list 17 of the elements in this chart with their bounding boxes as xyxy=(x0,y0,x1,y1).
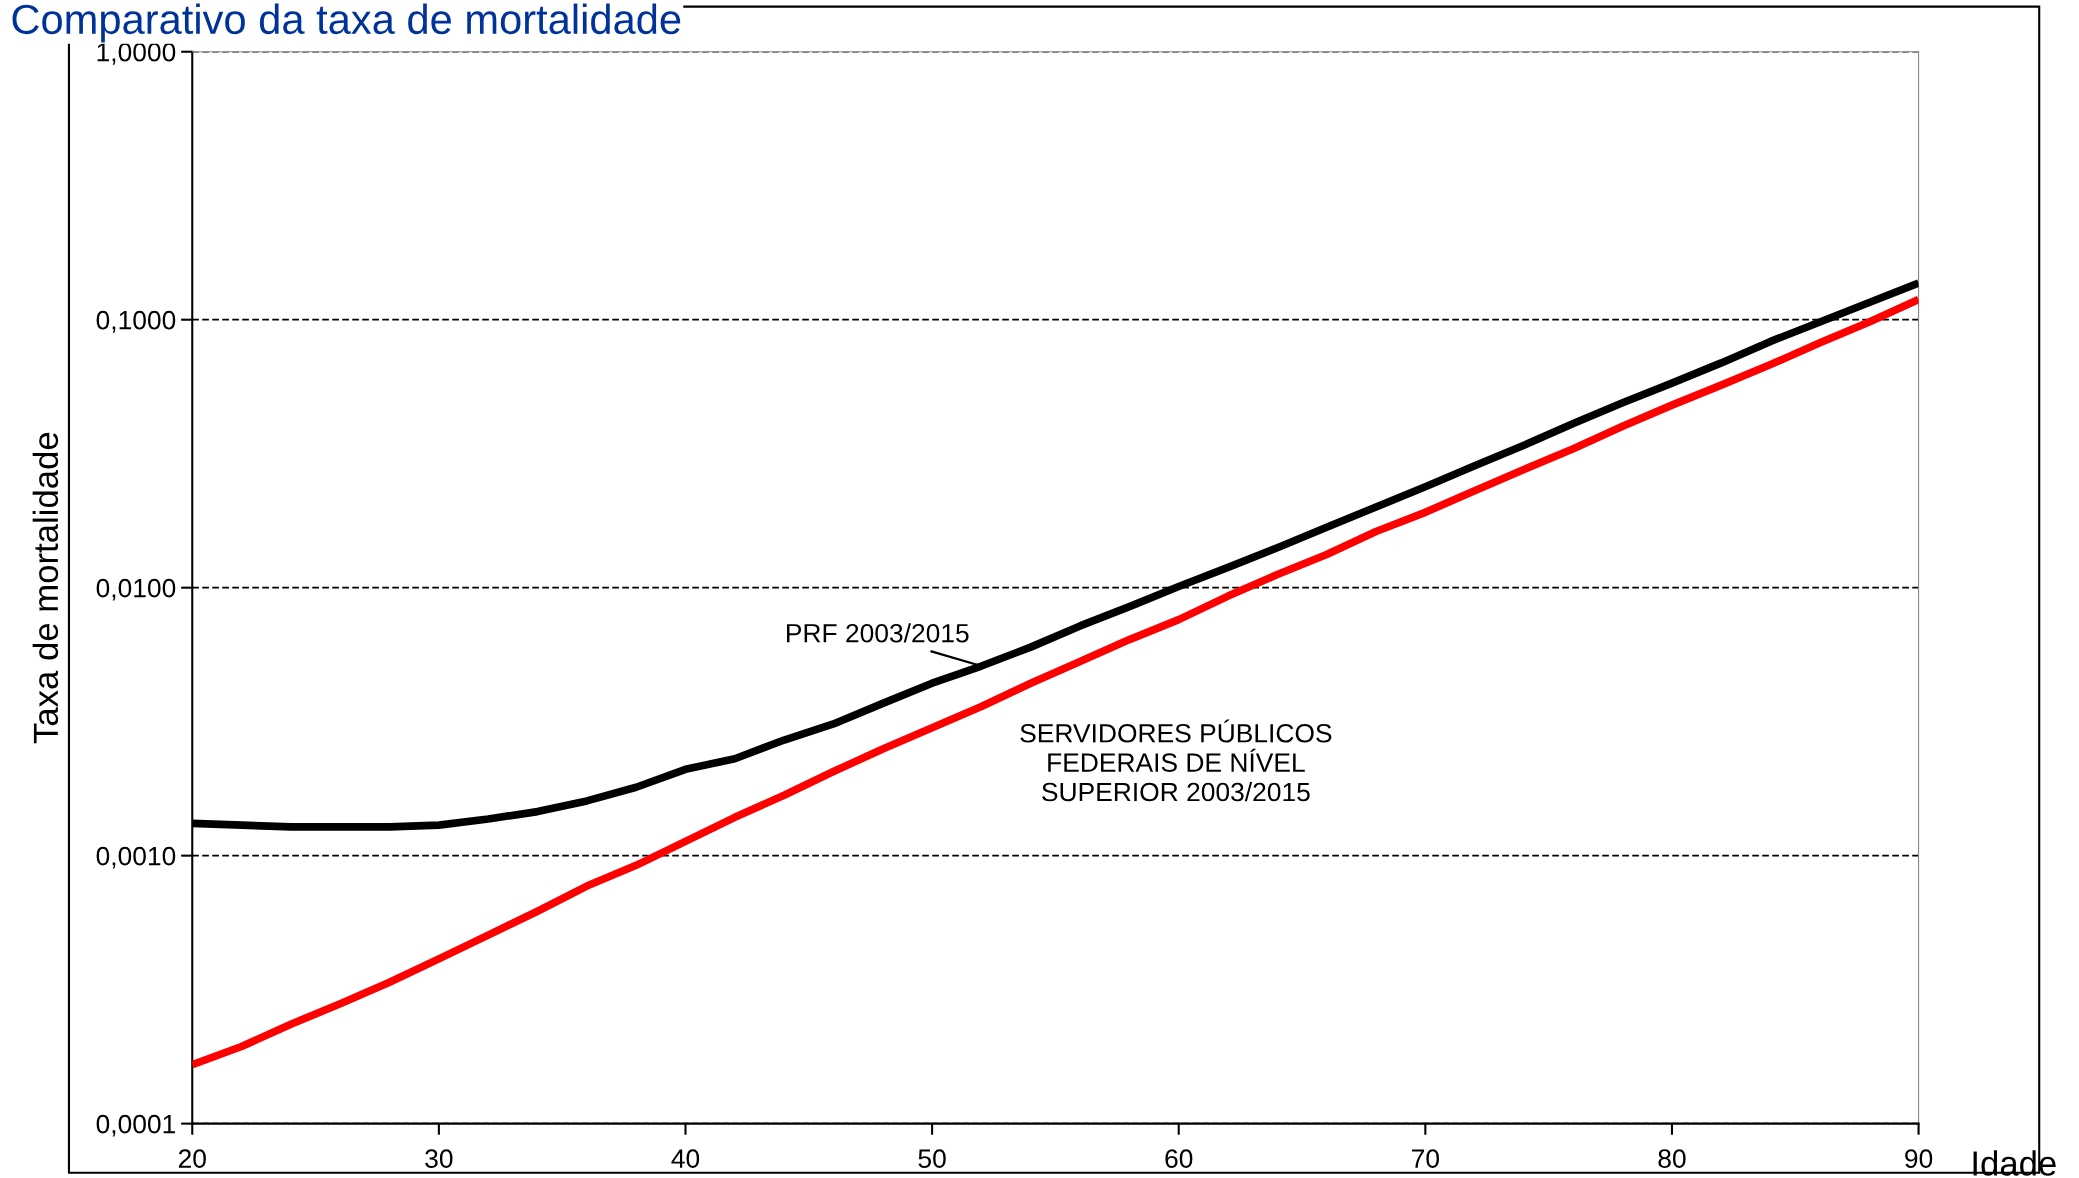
y-tick-label: 0,0100 xyxy=(96,578,176,601)
series-label: PRF 2003/2015 xyxy=(787,623,969,643)
y-tick-label: 1,0000 xyxy=(97,42,176,65)
x-tick-label: 30 xyxy=(425,1149,453,1168)
chart-title: Comparativo da taxa de mortalidade xyxy=(12,3,681,43)
x-tick-label: 50 xyxy=(918,1149,946,1168)
x-tick-label: 60 xyxy=(1165,1149,1193,1168)
x-tick-label: 20 xyxy=(178,1149,206,1168)
y-tick-label: 0,0010 xyxy=(96,846,176,869)
y-tick-label: 0,0001 xyxy=(96,1114,175,1137)
x-tick-label: 90 xyxy=(1905,1149,1933,1168)
y-axis-title: Taxa de mortalidade xyxy=(32,432,59,744)
x-tick-label: 80 xyxy=(1658,1149,1686,1168)
x-tick-label: 40 xyxy=(671,1149,700,1168)
x-tick-label: 70 xyxy=(1412,1149,1439,1168)
y-tick-label: 0,1000 xyxy=(96,310,176,333)
series-label: SERVIDORES PÚBLICOS FEDERAIS DE NÍVEL SUPERIOR 2003/2015 xyxy=(1020,719,1332,802)
